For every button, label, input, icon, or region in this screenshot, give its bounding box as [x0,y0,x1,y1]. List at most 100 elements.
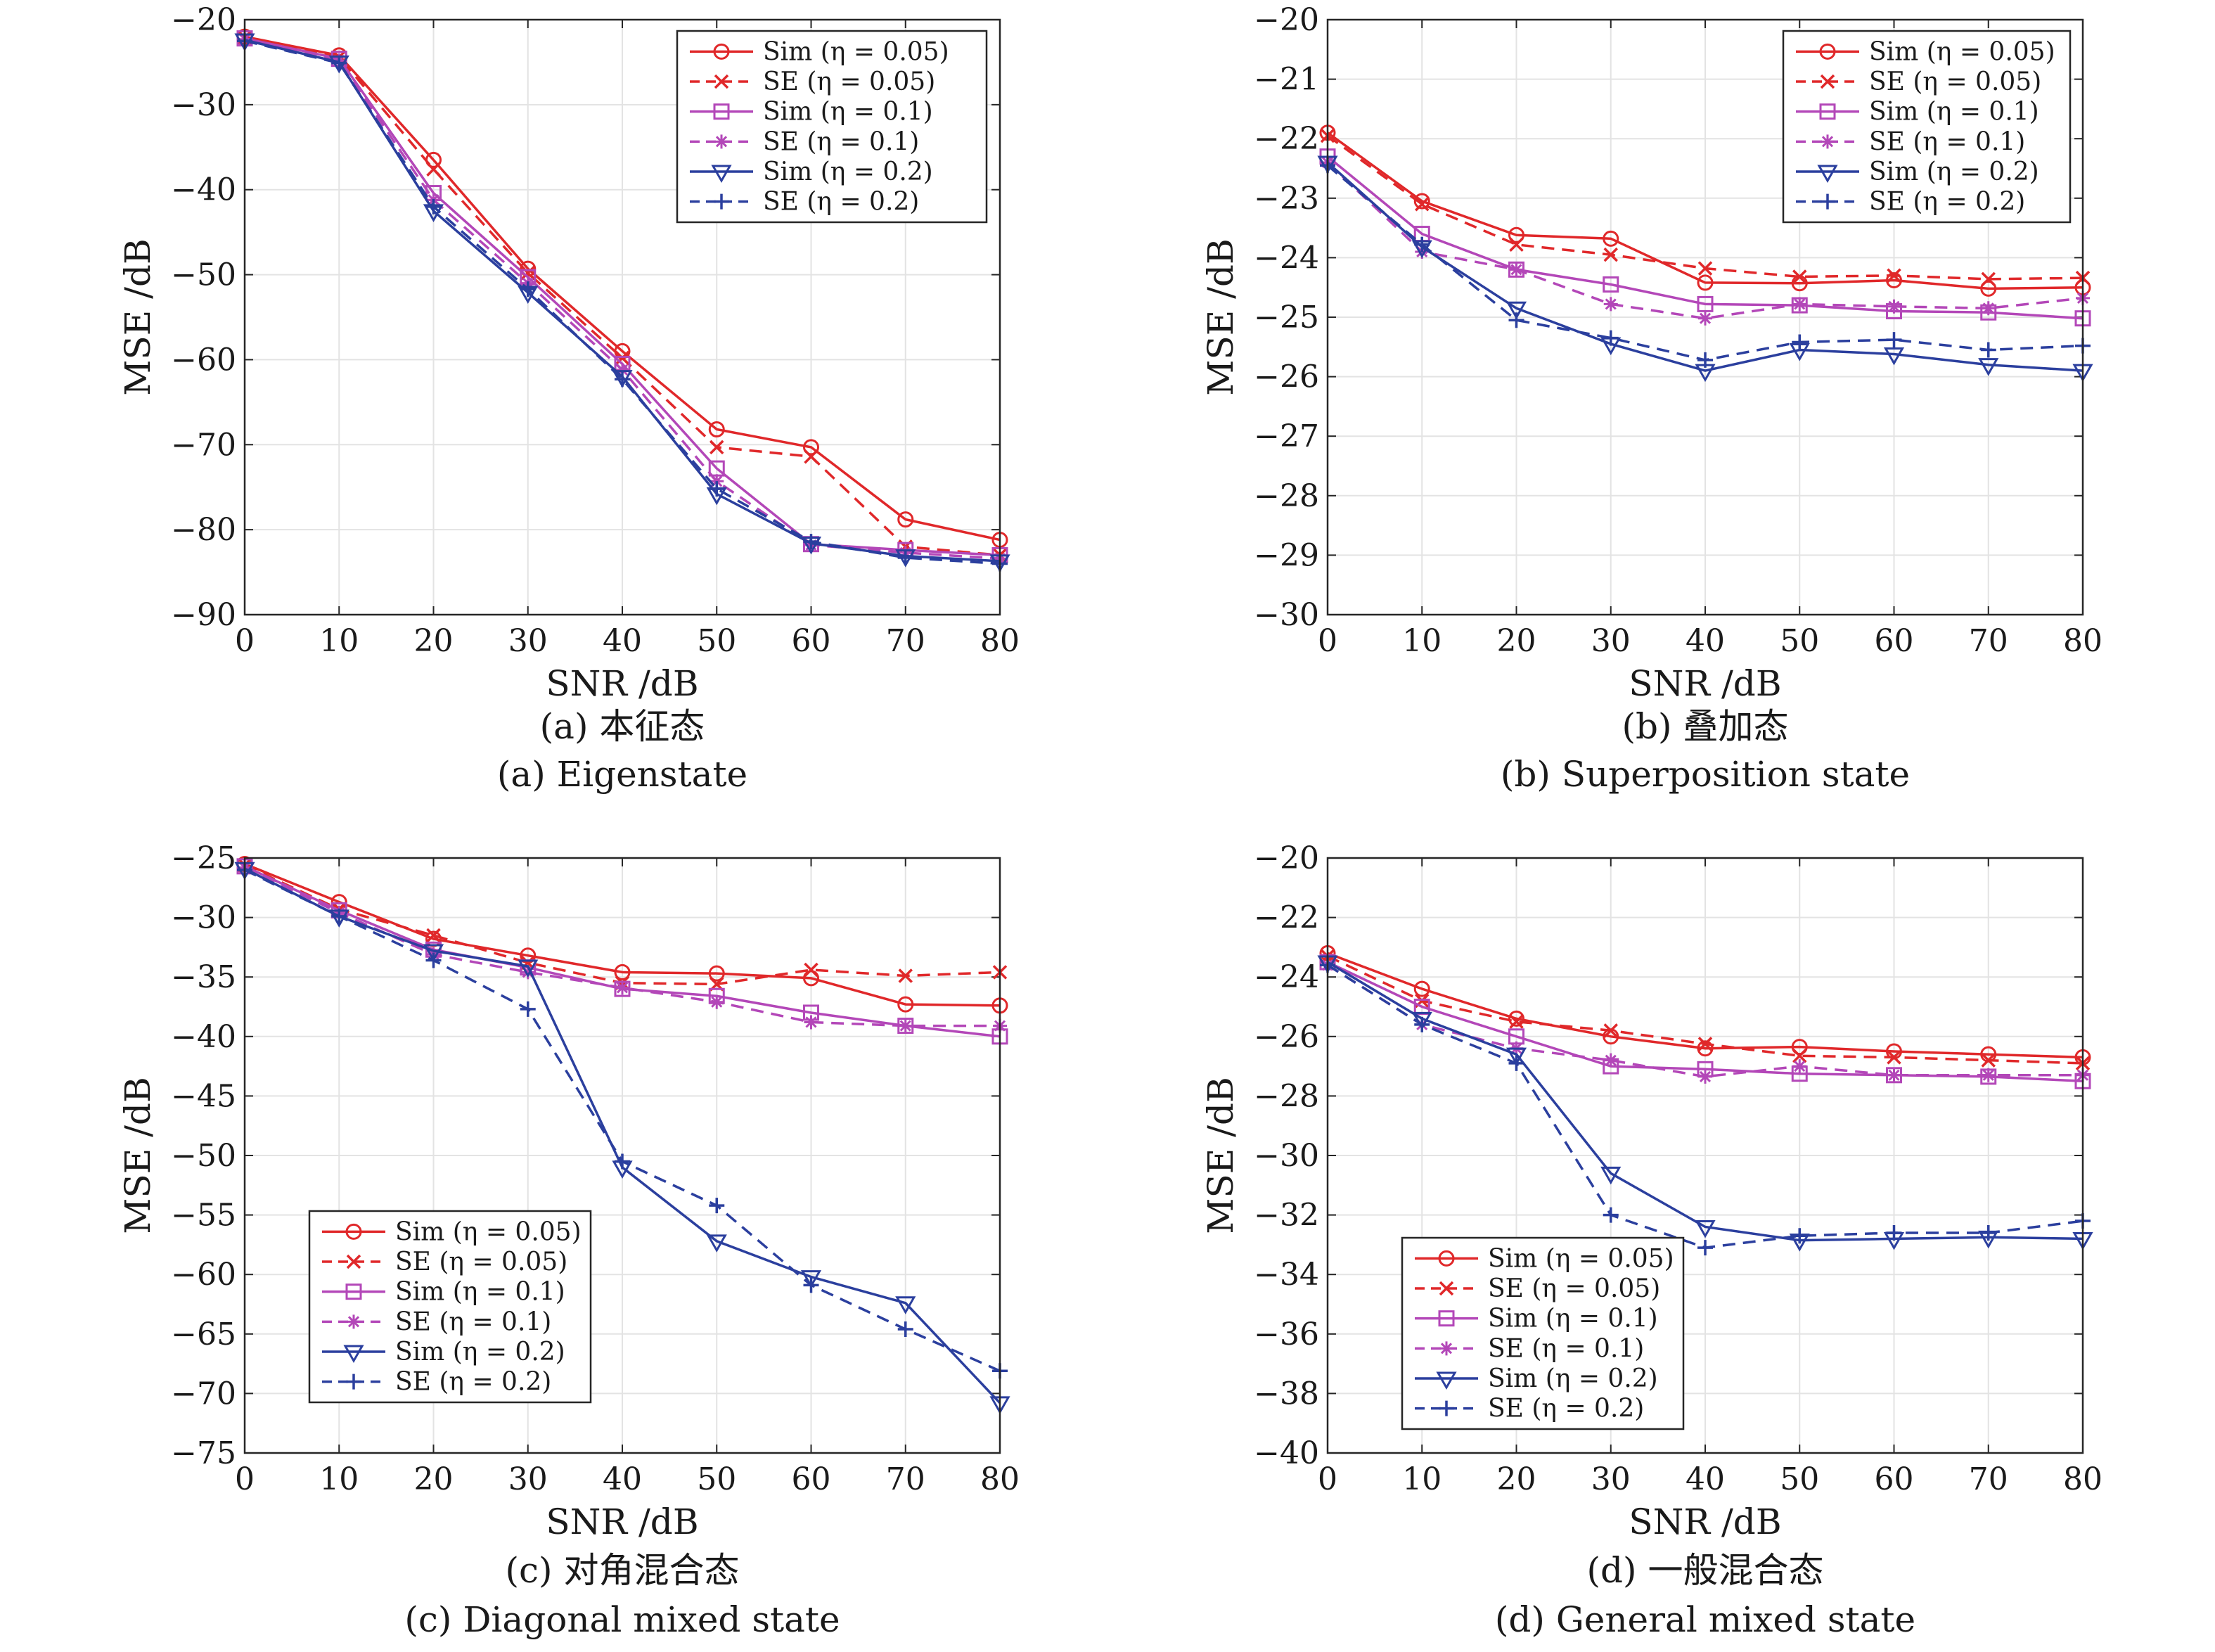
data-point [897,550,913,566]
x-tick-label: 20 [1497,1461,1536,1497]
legend-entry: SE (η = 0.05) [763,68,935,96]
legend-entry: SE (η = 0.1) [763,127,919,156]
caption-chinese: (b) 叠加态 [1622,706,1789,747]
x-tick-label: 0 [1318,623,1337,659]
legend-entry: SE (η = 0.1) [1869,127,2025,156]
y-tick-label: −21 [1254,62,1319,98]
legend-marker [713,103,730,120]
legend-box [676,30,988,224]
data-point [1883,347,1905,366]
y-tick-label: −65 [171,1317,236,1352]
data-point [518,959,539,978]
caption-chinese: (a) 本征态 [540,706,705,747]
legend-marker [714,74,729,89]
x-tick-label: 50 [697,623,736,659]
x-tick-label: 40 [1686,1461,1725,1497]
legend-entry: Sim (η = 0.2) [395,1338,565,1366]
x-tick-label: 10 [319,623,359,659]
data-point [1508,1055,1524,1071]
data-point [426,928,441,943]
x-tick-label: 60 [792,1461,831,1497]
y-tick-label: −38 [1254,1376,1319,1411]
x-axis-label: SNR /dB [1629,1501,1781,1542]
series-line [244,35,1001,542]
data-point [331,55,347,71]
y-tick-label: −32 [1254,1198,1319,1234]
data-point [1792,334,1808,350]
x-tick-label: 40 [603,623,642,659]
data-point [1887,1068,1901,1082]
data-point [520,965,535,980]
legend: Sim (η = 0.05)SE (η = 0.05)Sim (η = 0.1)… [1782,30,2072,224]
x-tick-label: 0 [235,623,255,659]
data-point [1603,230,1619,247]
x-tick-label: 40 [1686,623,1725,659]
data-point [614,963,631,980]
x-tick-label: 30 [508,623,548,659]
data-point [804,962,818,978]
legend-entry: SE (η = 0.2) [763,188,919,217]
caption-chinese: (d) 一般混合态 [1587,1550,1824,1591]
data-point [615,371,630,388]
data-point [1886,1224,1902,1241]
caption-chinese: (c) 对角混合态 [506,1550,740,1591]
y-tick-label: −26 [1254,359,1319,395]
data-point [1508,312,1524,328]
legend-entry: Sim (η = 0.05) [395,1217,582,1246]
data-point [520,265,535,281]
x-tick-label: 80 [2063,623,2102,659]
data-point [1792,269,1807,284]
y-tick-label: −25 [171,840,236,876]
data-point [1414,1016,1430,1032]
y-tick-label: −22 [1254,900,1319,936]
data-point [1509,237,1524,252]
data-point [709,1198,725,1214]
data-point [1697,352,1713,368]
data-point [1695,1220,1716,1238]
data-point [897,1321,913,1338]
y-tick-label: −50 [171,257,236,293]
data-point [710,440,724,455]
series-line [1326,161,2084,372]
data-point [1887,268,1901,283]
x-tick-label: 0 [1318,1461,1337,1497]
data-point [1697,1240,1713,1256]
legend: Sim (η = 0.05)SE (η = 0.05)Sim (η = 0.1)… [1401,1236,1685,1430]
x-tick-label: 70 [1969,1461,2008,1497]
data-point [1603,1207,1619,1223]
y-tick-label: −55 [171,1198,236,1234]
legend-marker [346,1374,361,1390]
series-group [1317,945,2093,1256]
x-tick-label: 10 [319,1461,359,1497]
legend-marker [711,165,732,184]
data-point [1886,272,1902,289]
series-line [1327,952,2084,1059]
x-tick-label: 30 [1591,1461,1631,1497]
y-tick-label: −70 [171,427,236,463]
data-point [1697,261,1713,276]
x-tick-label: 30 [508,1461,548,1497]
data-point [1981,271,1996,287]
y-tick-label: −70 [171,1376,236,1411]
series-line [1326,161,2084,320]
data-point [1698,311,1712,326]
y-tick-label: −24 [1254,240,1319,276]
y-tick-label: −80 [171,512,236,548]
x-tick-label: 60 [1875,623,1914,659]
data-point [709,481,725,497]
data-point [331,908,347,924]
data-point [1600,1166,1622,1185]
series-line [244,862,1001,1007]
y-axis-label: MSE /dB [1200,238,1241,395]
y-tick-label: −28 [1254,478,1319,514]
y-tick-label: −26 [1254,1019,1319,1055]
data-point [706,1234,727,1253]
data-point [800,1270,822,1288]
legend: Sim (η = 0.05)SE (η = 0.05)Sim (η = 0.1)… [308,1210,592,1404]
y-tick-label: −27 [1254,418,1319,454]
legend-marker [1820,193,1835,210]
legend-marker [713,43,730,60]
data-point [803,1277,819,1293]
legend-marker [345,1223,362,1240]
y-tick-label: −40 [1254,1435,1319,1471]
